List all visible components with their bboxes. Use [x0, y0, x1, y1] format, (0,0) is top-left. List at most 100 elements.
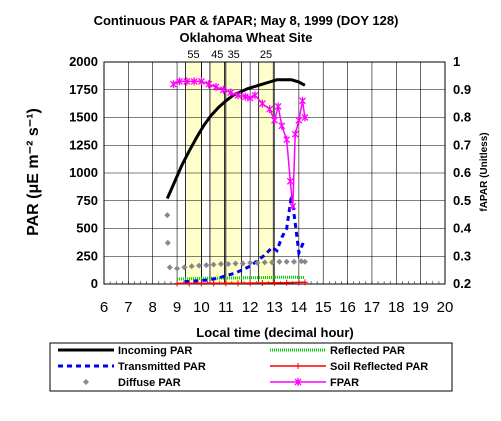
point-soil-reflected-par [301, 279, 308, 286]
y-tick-label: 500 [76, 221, 98, 236]
series-reflected-par [177, 275, 305, 281]
y2-axis-title: fAPAR (Unitless) [479, 132, 490, 211]
legend: Incoming PAR Reflected PAR Transmitted PAR… [49, 342, 453, 392]
legend-label: Reflected PAR [330, 345, 405, 357]
series-soil-reflected-par [174, 279, 308, 287]
y-tick-label: 1500 [69, 110, 98, 125]
point-diffuse-par [195, 262, 202, 269]
y-tick-label: 250 [76, 248, 98, 263]
point-fpar [291, 130, 299, 139]
point-fpar [246, 94, 254, 103]
x-tick-label: 12 [242, 299, 259, 316]
point-diffuse-par [188, 263, 195, 270]
x-tick-label: 13 [266, 299, 283, 316]
legend-label: Transmitted PAR [118, 361, 206, 373]
legend-label: Incoming PAR [118, 345, 192, 357]
series-diffuse-par [164, 212, 308, 272]
legend-item-incoming-par: Incoming PAR [58, 345, 192, 357]
x-tick-label: 14 [291, 299, 308, 316]
point-fpar [234, 91, 242, 100]
x-tick-label: 6 [100, 299, 108, 316]
legend-item-soil-reflected-par: Soil Reflected PAR [270, 361, 428, 373]
x-tick-label: 9 [173, 299, 181, 316]
legend-marker [294, 378, 302, 386]
point-fpar [299, 96, 306, 105]
y2-tick-label: 0.7 [453, 137, 471, 152]
point-fpar [183, 77, 191, 86]
y-tick-label: 750 [76, 193, 98, 208]
point-soil-reflected-par [174, 280, 181, 287]
point-fpar [289, 202, 297, 211]
point-fpar [176, 77, 183, 86]
point-soil-reflected-par [295, 279, 302, 286]
point-soil-reflected-par [283, 279, 290, 286]
y2-tick-label: 0.2 [453, 276, 471, 291]
plot-area: 55 45 35 25 6 7 8 9 10 11 12 13 14 15 16 17 18 19 20 0 250 50… [69, 49, 472, 316]
y-axis-title: PAR (μE m⁻² s⁻¹) [25, 108, 42, 236]
band-label: 55 [187, 49, 199, 61]
legend-item-diffuse-par: Diffuse PAR [83, 377, 181, 389]
y-tick-label: 0 [91, 276, 98, 291]
legend-label: FPAR [330, 377, 359, 389]
y2-tick-label: 0.4 [453, 221, 472, 236]
y-tick-label: 2000 [69, 54, 98, 69]
point-fpar [266, 105, 274, 114]
point-soil-reflected-par [247, 280, 254, 287]
point-soil-reflected-par [198, 280, 205, 287]
point-diffuse-par [164, 212, 171, 219]
x-tick-label: 15 [315, 299, 332, 316]
point-diffuse-par [232, 260, 239, 267]
band-label: 35 [228, 49, 240, 61]
x-tick-label: 8 [149, 299, 157, 316]
y2-tick-label: 0.6 [453, 165, 471, 180]
point-diffuse-par [283, 258, 290, 265]
point-fpar [251, 91, 259, 100]
point-fpar [271, 116, 278, 125]
point-fpar [197, 77, 205, 86]
x-tick-label: 18 [388, 299, 405, 316]
point-diffuse-par [166, 264, 173, 271]
point-fpar [301, 113, 309, 122]
point-soil-reflected-par [271, 279, 278, 286]
line-transmitted-par [184, 194, 306, 284]
legend-label: Diffuse PAR [118, 377, 181, 389]
point-soil-reflected-par [259, 280, 266, 287]
point-fpar [286, 177, 294, 186]
legend-label: Soil Reflected PAR [330, 361, 428, 373]
x-axis-title: Local time (decimal hour) [196, 325, 353, 340]
point-fpar [278, 121, 286, 130]
y-tick-label: 1250 [69, 137, 98, 152]
y-tick-label: 1750 [69, 82, 98, 97]
y-tick-label: 1000 [69, 165, 98, 180]
point-fpar [283, 135, 291, 144]
band-label: 25 [260, 49, 272, 61]
series-transmitted-par [184, 194, 306, 284]
point-diffuse-par [301, 258, 308, 265]
y2-tick-label: 1 [453, 54, 460, 69]
line-reflected-par [177, 275, 305, 281]
y2-tick-label: 0.8 [453, 110, 471, 125]
point-fpar [295, 116, 303, 125]
y2-tick-label: 0.9 [453, 82, 471, 97]
point-diffuse-par [254, 259, 261, 266]
chart-title-line2: Oklahoma Wheat Site [180, 30, 313, 45]
point-fpar [190, 77, 198, 86]
point-fpar [169, 80, 177, 89]
point-diffuse-par [164, 239, 171, 246]
point-diffuse-par [174, 265, 181, 272]
legend-item-transmitted-par: Transmitted PAR [58, 361, 206, 373]
x-tick-label: 19 [412, 299, 429, 316]
point-diffuse-par [247, 259, 254, 266]
legend-item-fpar: FPAR [270, 377, 359, 389]
point-fpar [274, 102, 282, 111]
x-tick-label: 7 [124, 299, 132, 316]
point-diffuse-par [217, 261, 224, 268]
point-diffuse-par [261, 259, 268, 266]
x-tick-label: 17 [364, 299, 381, 316]
point-diffuse-par [181, 264, 188, 271]
x-tick-label: 10 [193, 299, 210, 316]
legend-box [49, 342, 453, 392]
point-diffuse-par [203, 262, 210, 269]
point-diffuse-par [276, 258, 283, 265]
